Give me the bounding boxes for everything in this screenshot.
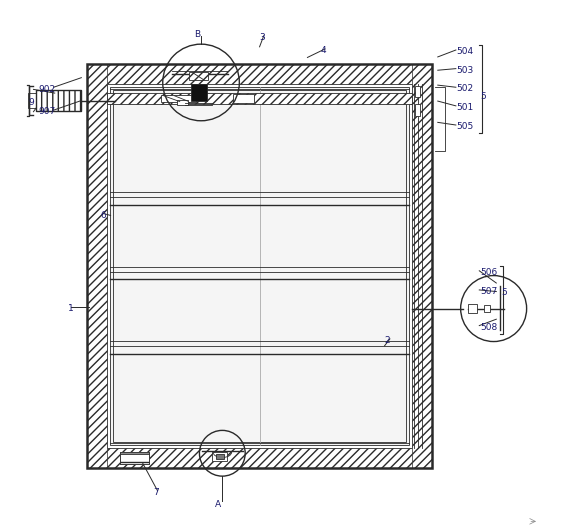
Text: 7: 7 xyxy=(153,488,159,496)
Bar xyxy=(107,84,412,448)
Text: 3: 3 xyxy=(260,33,265,41)
Bar xyxy=(416,86,420,97)
Text: 1: 1 xyxy=(68,304,74,313)
Text: A: A xyxy=(214,500,221,509)
Bar xyxy=(36,90,81,111)
Bar xyxy=(412,64,433,468)
Text: 902: 902 xyxy=(39,85,56,94)
Text: 6: 6 xyxy=(100,211,105,220)
Text: 507: 507 xyxy=(480,287,498,296)
Text: 907: 907 xyxy=(39,107,56,116)
Bar xyxy=(189,72,208,80)
Bar xyxy=(36,90,81,111)
Bar xyxy=(216,454,225,459)
Text: 508: 508 xyxy=(480,323,498,331)
Bar xyxy=(161,95,196,102)
Bar xyxy=(87,64,433,84)
Bar xyxy=(120,452,150,464)
Bar xyxy=(177,100,188,105)
Bar xyxy=(416,104,420,116)
Bar xyxy=(87,64,107,468)
Bar xyxy=(107,93,412,104)
Bar xyxy=(110,87,409,445)
Bar xyxy=(87,448,433,468)
Text: 502: 502 xyxy=(456,85,473,93)
Bar xyxy=(211,452,227,461)
Text: 505: 505 xyxy=(456,122,473,131)
Text: 4: 4 xyxy=(321,46,327,55)
Bar xyxy=(113,90,406,442)
Text: 501: 501 xyxy=(456,103,473,112)
Bar xyxy=(468,304,477,313)
Bar xyxy=(484,305,490,312)
Text: 503: 503 xyxy=(456,66,473,74)
Text: 5: 5 xyxy=(480,93,486,101)
Text: B: B xyxy=(194,30,200,39)
Bar xyxy=(87,64,433,468)
Text: 5: 5 xyxy=(502,288,507,297)
Text: 504: 504 xyxy=(456,47,473,56)
Bar xyxy=(120,452,150,464)
Text: 2: 2 xyxy=(384,336,390,345)
Text: 9: 9 xyxy=(28,98,34,106)
Bar xyxy=(192,84,208,101)
Bar xyxy=(233,94,254,103)
Bar xyxy=(28,93,36,108)
Text: 506: 506 xyxy=(480,268,498,277)
